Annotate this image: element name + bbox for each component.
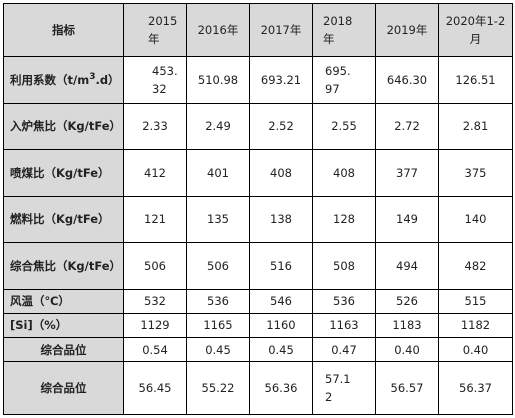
table-cell: 453.32: [123, 56, 187, 104]
row-label-coke-ratio: 入炉焦比（Kg/tFe）: [3, 102, 124, 151]
table-cell: 0.40: [438, 337, 513, 363]
table-row: 风温（℃） 532 536 546 536 526 515: [3, 288, 513, 314]
table-cell: 1182: [438, 312, 513, 339]
table-cell: 516: [249, 242, 313, 290]
table-cell: 508: [312, 242, 376, 290]
table-cell: 1160: [249, 312, 313, 339]
table-cell: 1183: [375, 312, 439, 339]
table-row: 燃料比（Kg/tFe） 121 135 138 128 149 140: [3, 195, 513, 244]
table-cell: 0.54: [123, 337, 187, 363]
table-cell: 1163: [312, 312, 376, 339]
table-cell: 56.37: [438, 361, 513, 415]
table-cell: 56.57: [375, 361, 439, 415]
table-cell: 57.12: [312, 361, 376, 415]
table-cell: 2.52: [249, 102, 313, 151]
header-year-2019: 2019年: [375, 3, 439, 57]
table-cell: 536: [186, 288, 250, 314]
table-cell: 510.98: [186, 56, 250, 104]
table-cell: 0.40: [375, 337, 439, 363]
table-cell: 1129: [123, 312, 187, 339]
table-cell: 128: [312, 195, 376, 244]
table-cell: 401: [186, 149, 250, 197]
table-row: [Si]（%） 1129 1165 1160 1163 1183 1182: [3, 312, 513, 339]
table-cell: 0.45: [249, 337, 313, 363]
table-cell: 375: [438, 149, 513, 197]
table-cell: 377: [375, 149, 439, 197]
table-cell: 149: [375, 195, 439, 244]
row-label-blast-temperature: 风温（℃）: [3, 288, 124, 314]
table-cell: 494: [375, 242, 439, 290]
table-row: 综合品位 0.54 0.45 0.45 0.47 0.40 0.40: [3, 337, 513, 363]
table-cell: 135: [186, 195, 250, 244]
header-year-2015: 2015年: [123, 3, 187, 57]
table-cell: 138: [249, 195, 313, 244]
table-cell: 2.33: [123, 102, 187, 151]
table-cell: 408: [312, 149, 376, 197]
table-cell: 412: [123, 149, 187, 197]
table-cell: 695.97: [312, 56, 376, 104]
row-label-silicon: [Si]（%）: [3, 312, 124, 339]
table-cell: 126.51: [438, 56, 513, 104]
table-cell: 2.81: [438, 102, 513, 151]
table-cell: 55.22: [186, 361, 250, 415]
header-year-2018: 2018年: [312, 3, 376, 57]
table-cell: 693.21: [249, 56, 313, 104]
table-row: 喷煤比（Kg/tFe） 412 401 408 408 377 375: [3, 149, 513, 197]
table-cell: 646.30: [375, 56, 439, 104]
table-cell: 506: [123, 242, 187, 290]
table-cell: 56.45: [123, 361, 187, 415]
header-label: 指标: [3, 3, 124, 57]
indicator-table: 指标 2015年 2016年 2017年 2018年 2019年 2020年1-…: [3, 3, 513, 415]
table-cell: 2.55: [312, 102, 376, 151]
row-label-fuel-ratio: 燃料比（Kg/tFe）: [3, 195, 124, 244]
table-row: 利用系数（t/m3.d） 453.32 510.98 693.21 695.97…: [3, 56, 513, 104]
table-row: 入炉焦比（Kg/tFe） 2.33 2.49 2.52 2.55 2.72 2.…: [3, 102, 513, 151]
header-year-2016: 2016年: [186, 3, 250, 57]
table-cell: 536: [312, 288, 376, 314]
table-cell: 526: [375, 288, 439, 314]
table-row: 综合品位 56.45 55.22 56.36 57.12 56.57 56.37: [3, 361, 513, 415]
row-label-coal-injection: 喷煤比（Kg/tFe）: [3, 149, 124, 197]
table-cell: 140: [438, 195, 513, 244]
row-label-grade-2: 综合品位: [3, 361, 124, 415]
table-cell: 482: [438, 242, 513, 290]
table-row: 综合焦比（Kg/tFe） 506 506 516 508 494 482: [3, 242, 513, 290]
table-cell: 546: [249, 288, 313, 314]
table-cell: 0.45: [186, 337, 250, 363]
table-cell: 56.36: [249, 361, 313, 415]
table-cell: 0.47: [312, 337, 376, 363]
row-label-combined-coke-ratio: 综合焦比（Kg/tFe）: [3, 242, 124, 290]
table-cell: 2.72: [375, 102, 439, 151]
table-cell: 408: [249, 149, 313, 197]
row-label-utilization: 利用系数（t/m3.d）: [3, 56, 124, 104]
header-year-2020: 2020年1-2月: [438, 3, 513, 57]
row-label-grade-1: 综合品位: [3, 337, 124, 363]
table-cell: 121: [123, 195, 187, 244]
data-table-container: 指标 2015年 2016年 2017年 2018年 2019年 2020年1-…: [3, 3, 513, 415]
table-cell: 2.49: [186, 102, 250, 151]
header-year-2017: 2017年: [249, 3, 313, 57]
table-cell: 506: [186, 242, 250, 290]
table-cell: 515: [438, 288, 513, 314]
table-cell: 1165: [186, 312, 250, 339]
table-cell: 532: [123, 288, 187, 314]
header-row: 指标 2015年 2016年 2017年 2018年 2019年 2020年1-…: [3, 3, 513, 57]
